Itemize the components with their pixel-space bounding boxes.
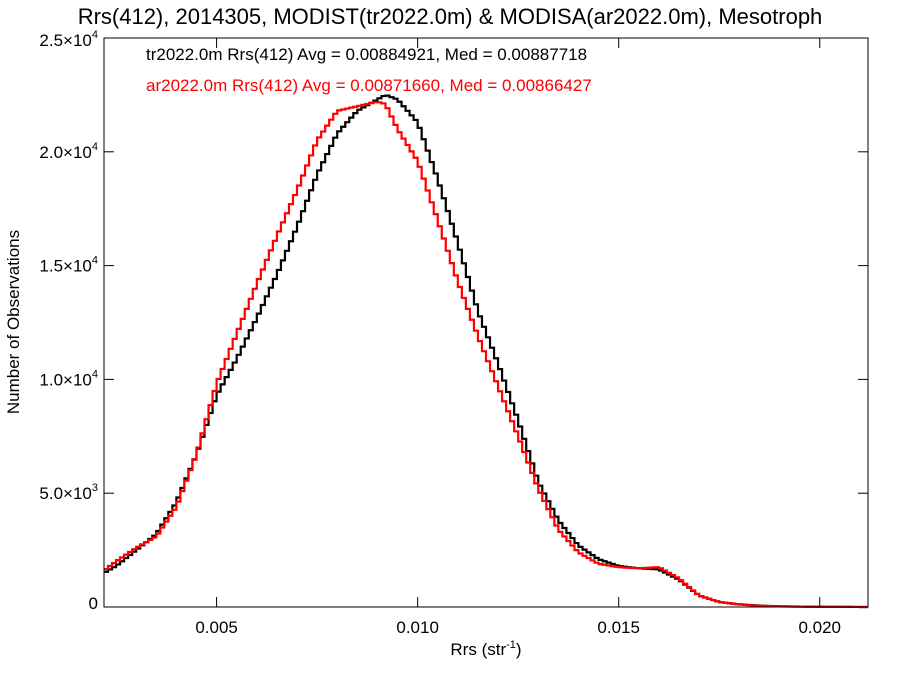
x-tick-label: 0.010 <box>396 618 439 637</box>
y-tick-label: 1.5×104 <box>39 255 98 276</box>
x-axis-label-text: Rrs (str <box>450 640 506 659</box>
legend: tr2022.0m Rrs(412) Avg = 0.00884921, Med… <box>146 45 592 95</box>
x-axis: 0.005 0.010 0.015 0.020 <box>195 38 841 637</box>
y-tick-label: 1.0×104 <box>39 368 98 389</box>
x-tick-label: 0.005 <box>195 618 238 637</box>
x-tick-label: 0.015 <box>597 618 640 637</box>
plot-frame <box>103 37 869 608</box>
legend-entry-ar2022: ar2022.0m Rrs(412) Avg = 0.00871660, Med… <box>146 76 592 95</box>
y-axis: 0 5.0×103 1.0×104 1.5×104 2.0×104 2.5×104 <box>39 29 868 613</box>
chart-title: Rrs(412), 2014305, MODIST(tr2022.0m) & M… <box>78 4 823 29</box>
legend-entry-tr2022: tr2022.0m Rrs(412) Avg = 0.00884921, Med… <box>146 45 587 64</box>
x-axis-label: Rrs (str-1) <box>450 639 521 659</box>
y-axis-label: Number of Observations <box>4 230 23 414</box>
series-layer <box>104 94 868 609</box>
series-line-ar2022.0m <box>104 101 868 609</box>
y-tick-label: 2.5×104 <box>39 29 98 50</box>
x-axis-label-end: ) <box>516 640 522 659</box>
x-axis-label-superscript: -1 <box>506 639 516 651</box>
y-tick-label: 2.0×104 <box>39 141 98 162</box>
y-tick-label: 5.0×103 <box>39 482 98 503</box>
y-tick-label: 0 <box>89 594 98 613</box>
x-tick-label: 0.020 <box>798 618 841 637</box>
